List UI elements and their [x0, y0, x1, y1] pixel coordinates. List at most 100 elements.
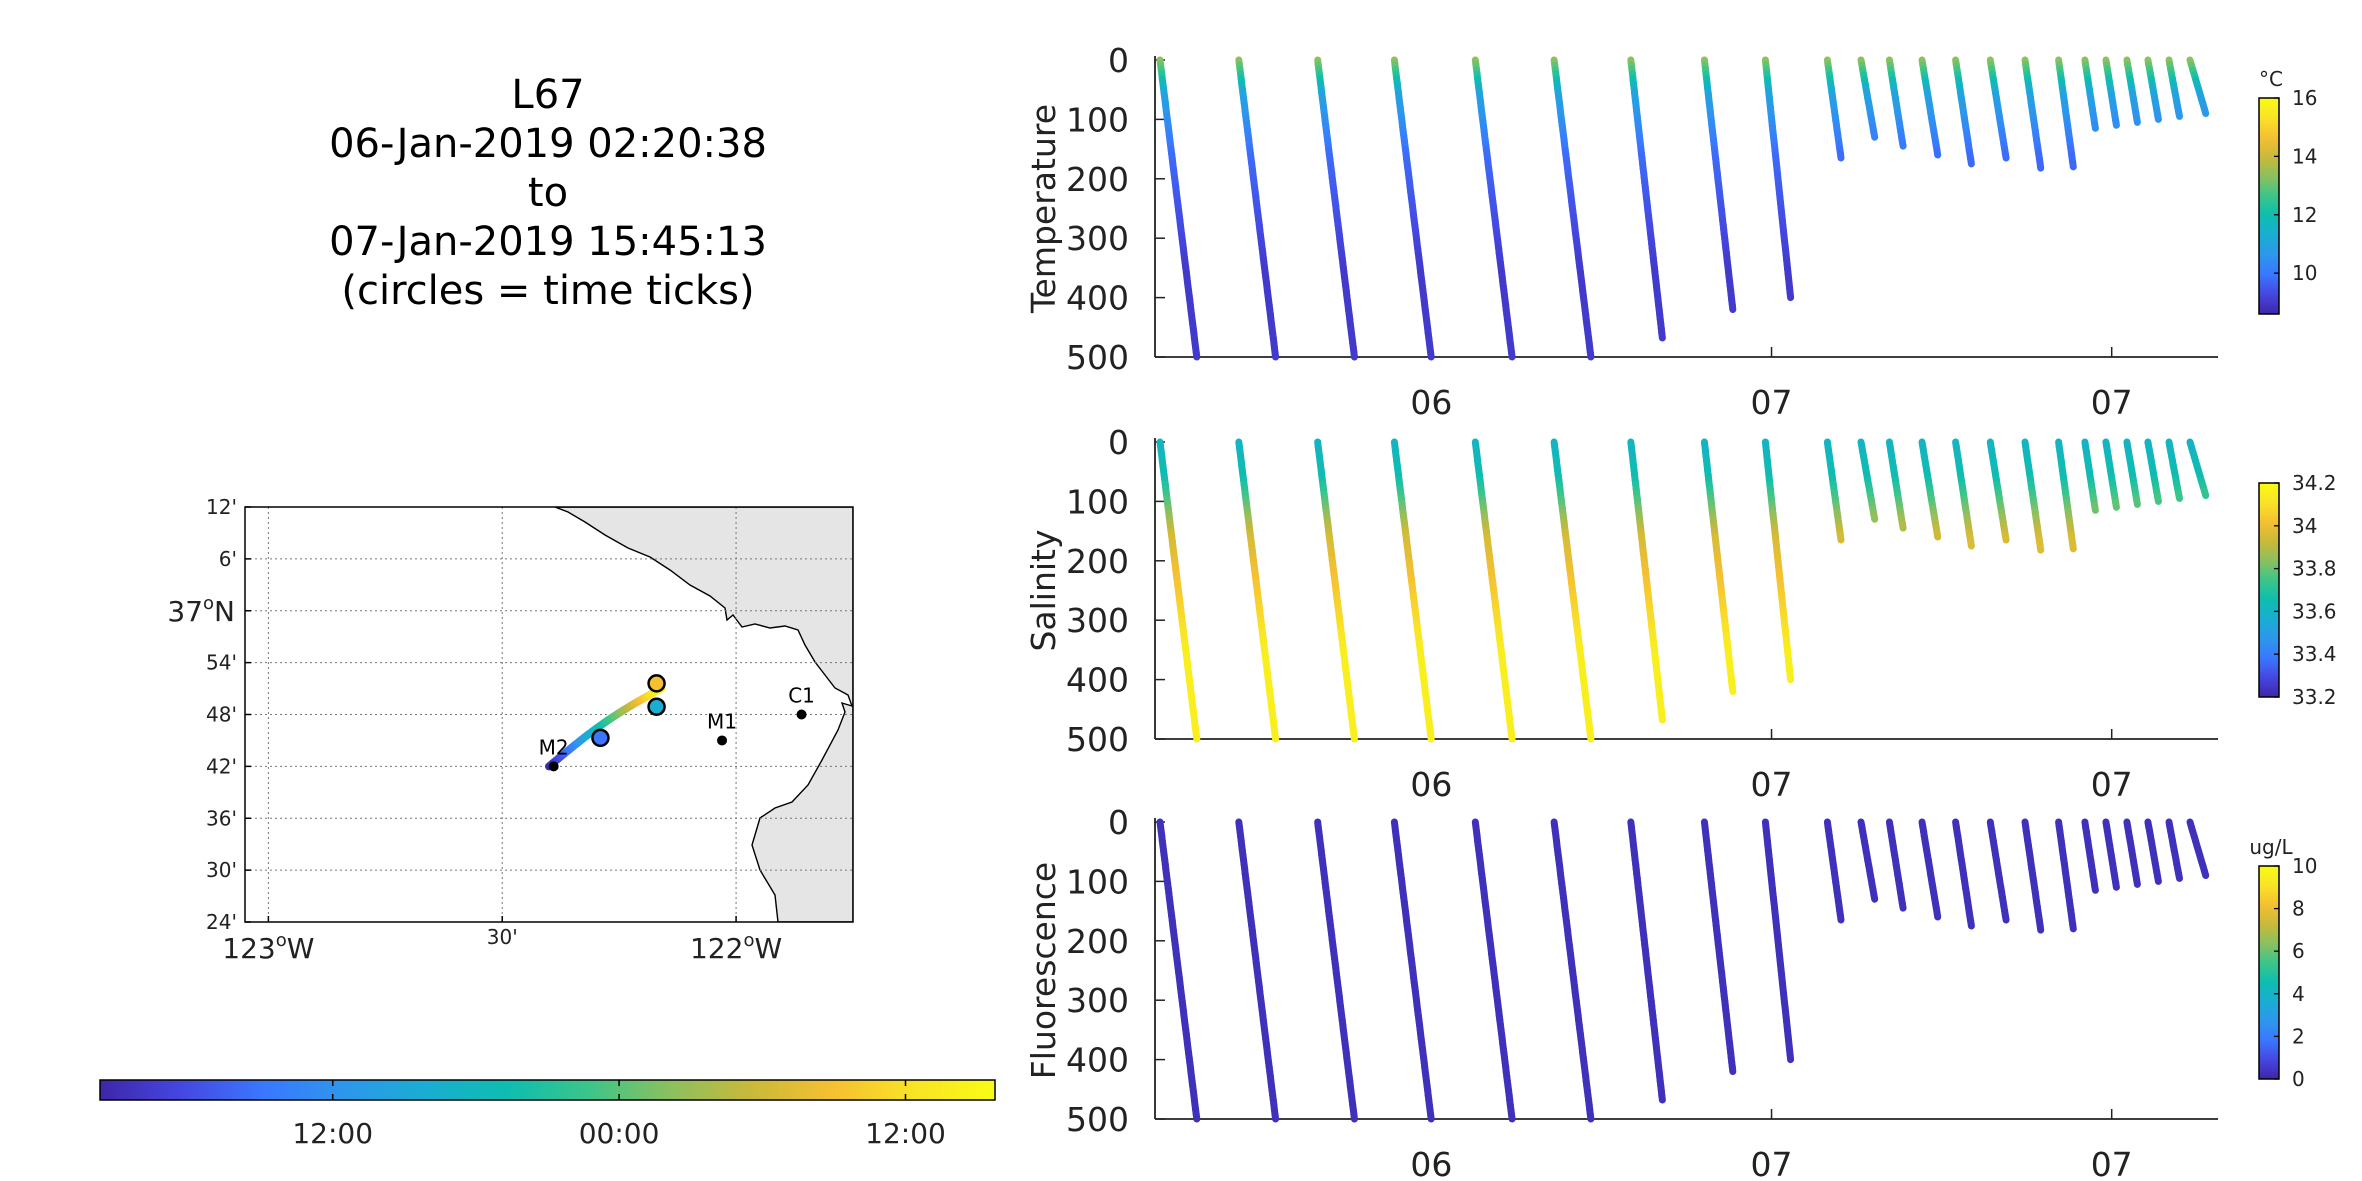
colorbar-unit: °C	[2259, 67, 2283, 91]
profile-segment	[2036, 921, 2045, 934]
map-lat-label: 54'	[206, 651, 237, 675]
map-panel: M2 M1 C1 123oW 30' 122oW 12' 6' 37oN 54' 48' 42' 36…	[167, 495, 854, 965]
profile-segment	[2112, 879, 2120, 891]
profile-segment	[2175, 490, 2183, 502]
profile-cast	[2102, 56, 2120, 129]
y-tick-label: 400	[1066, 661, 1129, 700]
title-line-4: 07-Jan-2019 15:45:13	[329, 219, 767, 265]
profile-cast	[2186, 56, 2210, 117]
profile-segment	[2200, 105, 2210, 117]
profile-cast	[1156, 818, 1201, 1123]
y-tick-label: 500	[1066, 1100, 1129, 1139]
station-marker	[796, 709, 807, 720]
colorbar-bar	[2258, 97, 2280, 315]
profile-cast	[1471, 56, 1516, 361]
map-stations: M2 M1 C1	[539, 684, 815, 772]
profile-segment	[2133, 876, 2141, 888]
profile-cast	[1627, 818, 1666, 1104]
map-lat-label: 48'	[206, 703, 237, 727]
profile-segment	[1728, 301, 1737, 313]
profile-segment	[1898, 519, 1907, 532]
colorbar-tick-label: 33.4	[2292, 642, 2337, 666]
profile-segment	[2001, 149, 2010, 162]
profile-cast	[1986, 56, 2010, 162]
profile-cast	[2081, 438, 2099, 514]
profile-segment	[2069, 158, 2077, 171]
x-tick-label: 07	[2091, 1145, 2133, 1181]
profile-segment	[1967, 155, 1975, 168]
profile-cast	[1550, 56, 1595, 361]
station-marker	[548, 761, 559, 772]
profile-cast	[1550, 818, 1595, 1123]
map-lat-label: 12'	[206, 495, 237, 519]
profile-segment	[1427, 1110, 1435, 1123]
colorbar-salinity: 33.2 33.4 33.6 33.8 34 34.2	[2258, 471, 2337, 709]
profile-segment	[2200, 487, 2210, 499]
profile-segment	[1658, 711, 1666, 724]
x-tick-label: 06	[1410, 383, 1452, 422]
map-lat-label: 36'	[206, 806, 237, 830]
profile-segment	[1350, 730, 1358, 743]
profile-segment	[1870, 128, 1879, 141]
profile-cast	[1761, 438, 1795, 684]
time-colorbar: 12:00 00:00 12:00	[99, 1079, 996, 1150]
profile-cast	[2021, 438, 2045, 554]
profile-cast	[1235, 818, 1280, 1123]
colorbar-tick-label: 0	[2292, 1067, 2305, 1091]
figure-title: L67 06-Jan-2019 02:20:38 to 07-Jan-2019 …	[329, 72, 767, 314]
profile-segment	[1786, 1051, 1795, 1064]
profile-segment	[1836, 149, 1845, 162]
profile-data	[1156, 56, 2210, 361]
profile-segment	[2091, 501, 2099, 514]
profile-segment	[1427, 348, 1435, 361]
profile-cast	[1918, 56, 1942, 159]
profile-cast	[1156, 438, 1201, 743]
profile-segment	[2154, 111, 2162, 123]
colorbar-tick-label: 34.2	[2292, 471, 2337, 495]
time-tick-circle	[591, 728, 610, 748]
profile-cast	[1823, 56, 1845, 162]
profile-cast	[1390, 818, 1435, 1123]
profile-cast	[1390, 56, 1435, 361]
profile-cast	[1857, 438, 1879, 523]
profile-cast	[2186, 438, 2210, 499]
profile-cast	[1700, 438, 1737, 695]
panel-fluorescence: 0 100 200 300 400 500 06 07 07 Fluorescence 0 2 4 6 8 1…	[1024, 803, 2317, 1181]
profile-cast	[1857, 56, 1879, 141]
y-tick-label: 300	[1066, 219, 1129, 258]
x-tick-label: 07	[2091, 765, 2133, 804]
profile-data	[1156, 818, 2210, 1123]
profile-cast	[2081, 56, 2099, 132]
y-tick-label: 300	[1066, 601, 1129, 640]
profile-cast	[2102, 438, 2120, 511]
profile-segment	[1350, 348, 1358, 361]
colorbar-bar	[2258, 482, 2280, 698]
profile-segment	[1933, 146, 1942, 159]
profile-cast	[1918, 438, 1942, 541]
profile-cast	[1314, 438, 1358, 743]
colorbar-tick-label: 14	[2292, 144, 2317, 168]
profile-segment	[2175, 108, 2183, 120]
profile-cast	[2165, 438, 2183, 502]
profile-segment	[1836, 531, 1845, 544]
time-tick-circle	[647, 697, 666, 716]
colorbar-tick-label: 2	[2292, 1024, 2305, 1048]
profile-segment	[1933, 908, 1942, 921]
profile-segment	[1658, 329, 1666, 342]
glider-track	[545, 674, 666, 771]
y-axis-label: Salinity	[1024, 529, 1063, 651]
profile-cast	[1952, 818, 1975, 930]
y-tick-label: 0	[1108, 423, 1129, 462]
colorbar-tick-label: 34	[2292, 514, 2317, 538]
y-tick-label: 400	[1066, 1041, 1129, 1080]
colorbar-tick-label: 4	[2292, 982, 2305, 1006]
profile-segment	[1508, 730, 1516, 743]
profile-segment	[2175, 870, 2183, 882]
profile-cast	[1471, 438, 1516, 743]
time-colorbar-bar	[99, 1079, 996, 1101]
profile-segment	[2036, 541, 2045, 554]
profile-segment	[2112, 117, 2120, 129]
map-tick-labels: 123oW 30' 122oW 12' 6' 37oN 54' 48' 42' 36' 30' 24'	[167, 495, 782, 965]
